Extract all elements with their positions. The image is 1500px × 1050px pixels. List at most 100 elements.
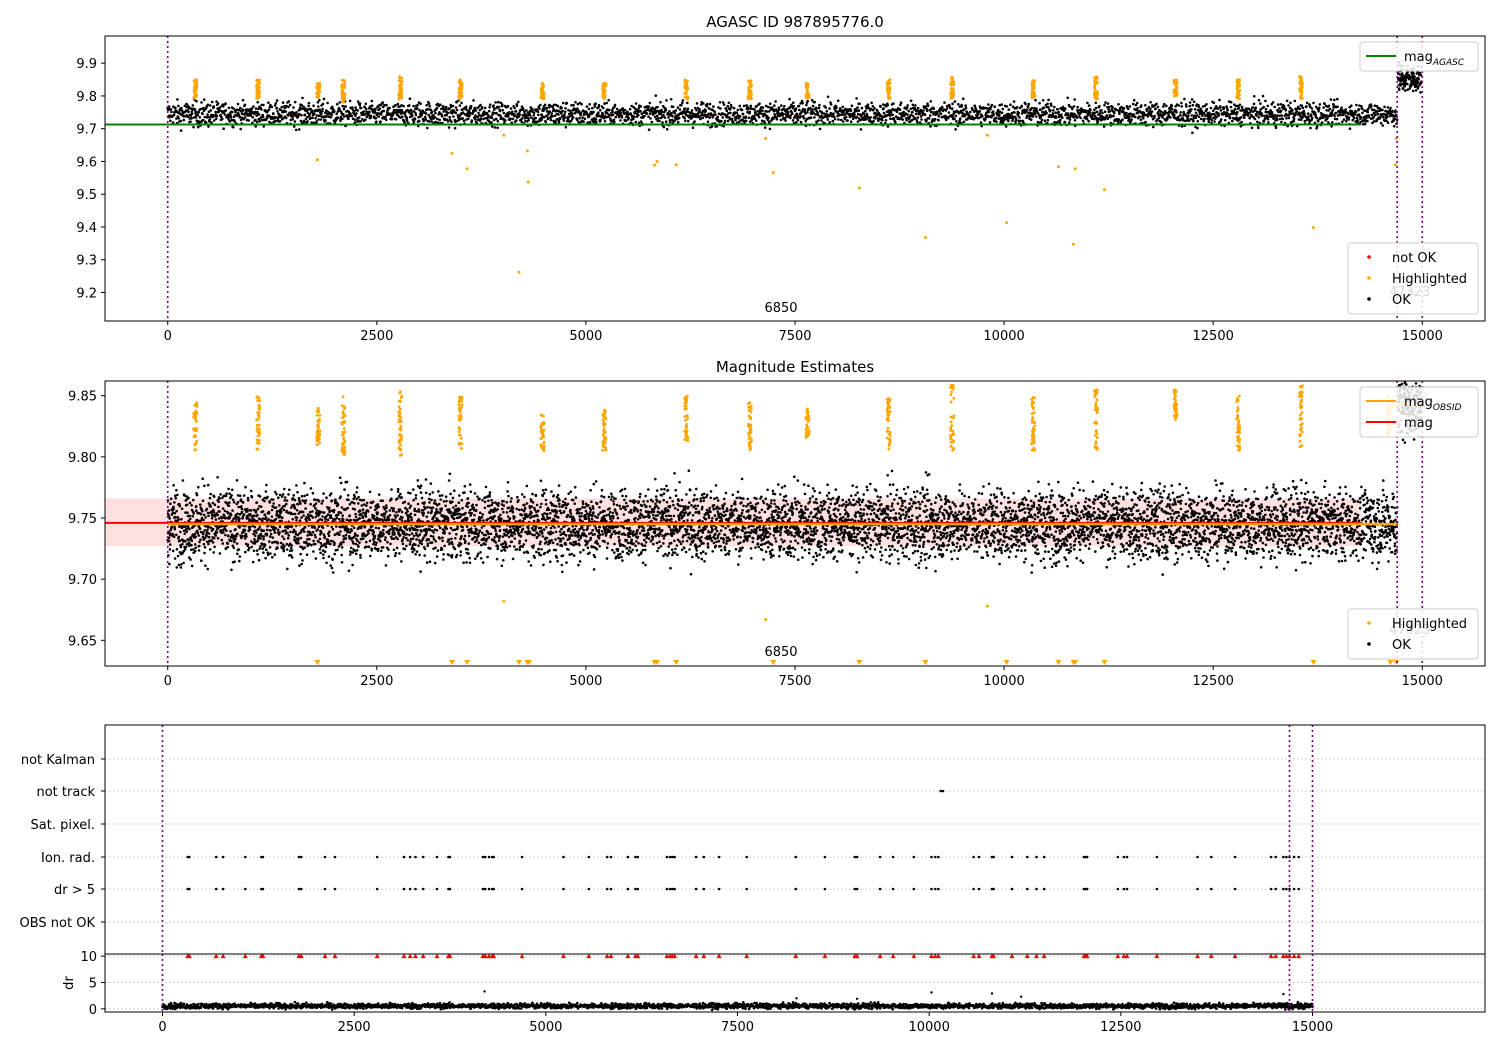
ok-point [1071,107,1074,111]
ok-point [770,106,774,109]
highlighted-point [258,78,262,82]
ok-point [826,95,830,99]
ok-point [1167,110,1171,114]
ok-point [755,104,758,108]
ok-point [1192,119,1195,123]
ok-point [964,113,967,117]
ok-point [906,113,909,116]
ok-point [811,108,814,111]
ok-point [193,109,197,112]
ok-point [1190,98,1194,101]
ok-point [169,119,172,123]
ok-point [206,113,209,116]
ok-point [192,116,196,119]
ok-point [1024,102,1027,106]
ok-point [1040,118,1044,121]
ok-point [326,101,329,105]
ok-point [337,116,340,120]
ok-point [618,113,621,117]
ok-point [806,111,809,114]
ok-point [204,121,208,124]
highlighted-point [316,86,320,90]
ok-point [403,113,407,116]
ok-point [977,116,980,120]
ok-point [267,108,271,111]
ok-point [181,479,185,482]
ok-point [1089,108,1092,112]
ok-point [482,117,485,121]
ok-point [560,106,563,110]
ok-point [295,111,298,114]
x-tick-label: 10000 [983,329,1024,344]
ok-point [869,116,872,119]
ok-point [252,105,255,108]
ok-point [1117,118,1121,121]
ok-point [855,115,859,119]
ok-point [704,109,707,113]
ok-point [426,108,430,111]
ok-point [1293,99,1297,103]
highlighted-point [192,97,196,100]
ok-point [913,116,917,120]
ok-point [1180,101,1183,105]
ok-point [199,503,202,507]
x-tick-label: 15000 [1402,329,1443,344]
ok-point [1056,107,1059,111]
ok-point [937,118,940,122]
ok-point [615,107,619,111]
ok-point [302,105,305,109]
ok-point [216,107,219,110]
ok-point [200,559,203,562]
ok-point [1302,109,1306,113]
ok-point [684,119,687,123]
ok-point [747,116,751,119]
ok-point [870,101,873,105]
ok-point [935,110,939,114]
ok-point [1142,116,1145,120]
ok-point [1307,115,1310,118]
ok-point [992,112,995,116]
ok-point [1306,112,1310,115]
ok-point [969,110,972,114]
ok-point [829,103,833,106]
highlighted-point [748,94,752,98]
ok-point [179,530,182,534]
ok-point [406,120,409,123]
ok-point [788,105,792,109]
ok-point [1174,105,1177,108]
ok-point [198,540,201,544]
ok-point [1215,115,1219,119]
ok-point [979,121,983,124]
highlighted-point [602,95,606,99]
highlighted-point [685,80,689,84]
ok-point [317,118,320,121]
ok-point [496,126,499,130]
ok-point [418,108,421,112]
ok-point [741,112,745,116]
highlighted-point [255,78,259,82]
ok-point [1342,118,1346,121]
ok-point [589,121,592,124]
ok-point [174,497,178,500]
ok-point [483,106,487,110]
ok-point [511,117,515,121]
ok-point [772,117,775,121]
ok-point [1152,125,1155,129]
ok-point [674,109,678,112]
ok-point [923,113,927,117]
ok-point [987,115,990,119]
ok-point [1046,118,1050,122]
ok-point [981,114,984,118]
ok-point [1106,102,1110,105]
ok-point [396,102,400,106]
ok-point [1357,108,1360,111]
y-tick-label: 9.6 [76,155,97,170]
ok-point [289,118,293,122]
ok-point [606,111,609,115]
ok-point [1361,111,1364,115]
ok-point [571,112,574,115]
ok-point [181,543,184,546]
ok-point [515,119,518,122]
ok-point [490,121,493,124]
ok-point [1196,119,1200,123]
